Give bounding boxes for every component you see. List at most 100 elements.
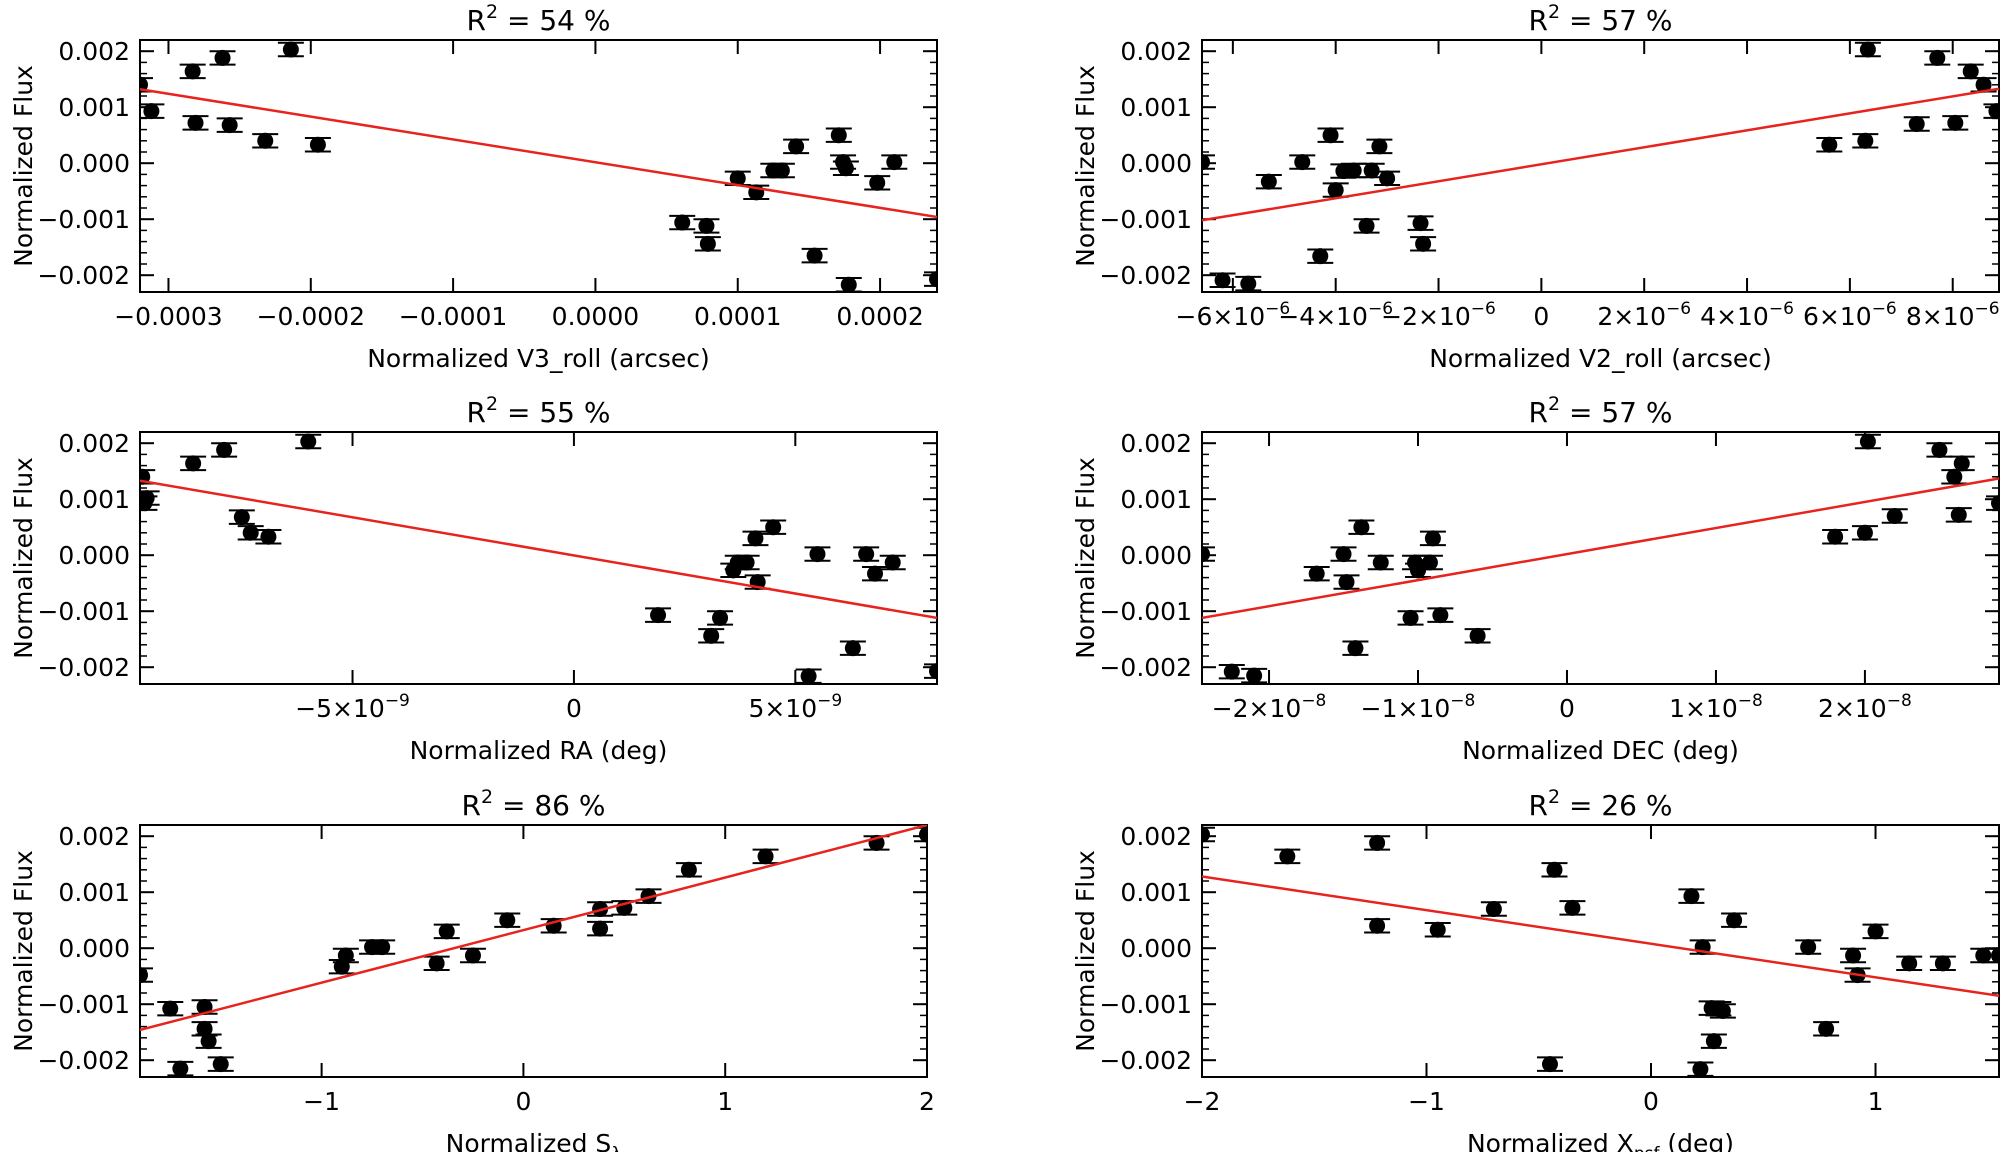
panel-5: 0.002 0.001 0.000 −0.001 −0.002 −1 0 1 2 R2 = 86 … — [9, 786, 935, 1152]
data-point — [1424, 530, 1441, 547]
data-point — [1800, 939, 1817, 956]
data-point — [300, 433, 317, 450]
y-tick-label: 0.001 — [1120, 93, 1192, 122]
data-point — [1347, 640, 1364, 657]
y-tick-label: −0.001 — [37, 205, 130, 234]
data-point — [172, 1060, 189, 1077]
data-point — [1827, 528, 1844, 545]
data-point — [1975, 947, 1992, 964]
fit-line — [1202, 477, 1999, 620]
data-point — [242, 524, 259, 541]
data-point — [1946, 468, 1963, 485]
x-axis-label: Normalized V3_roll (arcsec) — [367, 344, 710, 373]
data-point — [1541, 1056, 1558, 1073]
data-point — [1202, 546, 1210, 563]
data-point — [650, 607, 667, 624]
data-point — [1564, 899, 1581, 916]
data-point — [640, 888, 657, 905]
x-tick-label: −4×10−6 — [1278, 299, 1393, 331]
y-axis-label: Normalized Flux — [9, 457, 38, 659]
data-point — [140, 967, 148, 984]
data-point — [800, 668, 817, 684]
data-point — [1821, 136, 1838, 153]
data-point — [712, 609, 729, 626]
data-point — [1991, 947, 1999, 964]
data-point — [869, 174, 886, 191]
data-point — [1260, 173, 1277, 190]
y-tick-label: −0.002 — [1099, 1046, 1192, 1075]
chart-title: R2 = 54 % — [467, 1, 611, 37]
x-axis-label: Normalized DEC (deg) — [1462, 736, 1739, 765]
data-point — [1308, 565, 1325, 582]
data-point — [187, 114, 204, 131]
data-point — [1412, 215, 1429, 232]
y-tick-label: 0.000 — [58, 149, 130, 178]
x-tick-label: 0 — [1643, 1087, 1659, 1116]
x-tick-label: −2 — [1184, 1087, 1221, 1116]
y-axis-label: Normalized Flux — [1071, 65, 1100, 267]
data-point — [929, 271, 937, 288]
data-point — [216, 441, 233, 458]
data-point — [1934, 955, 1951, 972]
x-tick-label: 0.0000 — [552, 302, 639, 331]
plot-frame — [1201, 824, 2000, 1078]
data-point — [1886, 508, 1903, 524]
data-point — [499, 912, 516, 929]
data-point — [1929, 49, 1946, 66]
data-point — [337, 947, 354, 964]
data-point — [1369, 834, 1386, 851]
panel-3: 0.002 0.001 0.000 −0.001 −0.002 −5×10−9 0 5×10−… — [9, 393, 938, 765]
y-tick-label: −0.001 — [37, 990, 130, 1019]
data-point — [867, 565, 884, 582]
data-point — [1953, 455, 1970, 472]
chart-title: R2 = 86 % — [462, 786, 606, 822]
data-point — [1991, 495, 1999, 512]
data-point — [212, 1056, 229, 1073]
data-point — [1859, 41, 1876, 58]
data-layer — [1202, 826, 1999, 1077]
x-axis-label: Normalized Sλ — [446, 1129, 622, 1152]
x-tick-label: −2×10−6 — [1381, 299, 1496, 331]
data-point — [309, 136, 326, 153]
y-tick-label: −0.001 — [1099, 990, 1192, 1019]
data-point — [1859, 433, 1876, 450]
x-tick-label: 1×10−8 — [1669, 691, 1763, 723]
data-point — [1856, 524, 1873, 541]
data-point — [1223, 663, 1240, 680]
y-tick-label: 0.000 — [1120, 541, 1192, 570]
x-tick-label: −0.0003 — [114, 302, 222, 331]
data-point — [729, 170, 746, 187]
data-point — [1371, 138, 1388, 155]
data-point — [1726, 912, 1743, 929]
fit-line — [140, 88, 937, 219]
data-point — [464, 947, 481, 964]
x-tick-label: −1 — [303, 1087, 340, 1116]
y-tick-label: 0.001 — [58, 93, 130, 122]
data-layer — [1202, 433, 1999, 684]
y-tick-label: 0.001 — [58, 878, 130, 907]
x-tick-label: −5×10−9 — [295, 691, 410, 723]
x-tick-label: 0.0001 — [694, 302, 781, 331]
x-tick-label: 0.0002 — [836, 302, 923, 331]
x-axis-label: Normalized Xpsf (deg) — [1467, 1129, 1734, 1152]
data-point — [1485, 901, 1502, 917]
data-point — [765, 519, 782, 536]
data-point — [806, 247, 823, 264]
data-point — [1415, 235, 1432, 252]
chart-title: R2 = 55 % — [467, 393, 611, 429]
data-point — [788, 138, 805, 155]
data-point — [1469, 627, 1486, 644]
x-axis-label: Normalized V2_roll (arcsec) — [1429, 344, 1772, 373]
data-point — [698, 217, 715, 234]
data-point — [1353, 519, 1370, 536]
fit-line — [1202, 875, 1999, 998]
data-point — [260, 528, 277, 545]
data-point — [1867, 923, 1884, 940]
data-point — [1294, 154, 1311, 171]
plot-frame — [139, 824, 928, 1078]
data-point — [221, 117, 238, 134]
data-point — [374, 939, 391, 956]
data-point — [1714, 1002, 1731, 1019]
plot-frame — [1201, 431, 2000, 685]
y-tick-label: 0.000 — [1120, 149, 1192, 178]
